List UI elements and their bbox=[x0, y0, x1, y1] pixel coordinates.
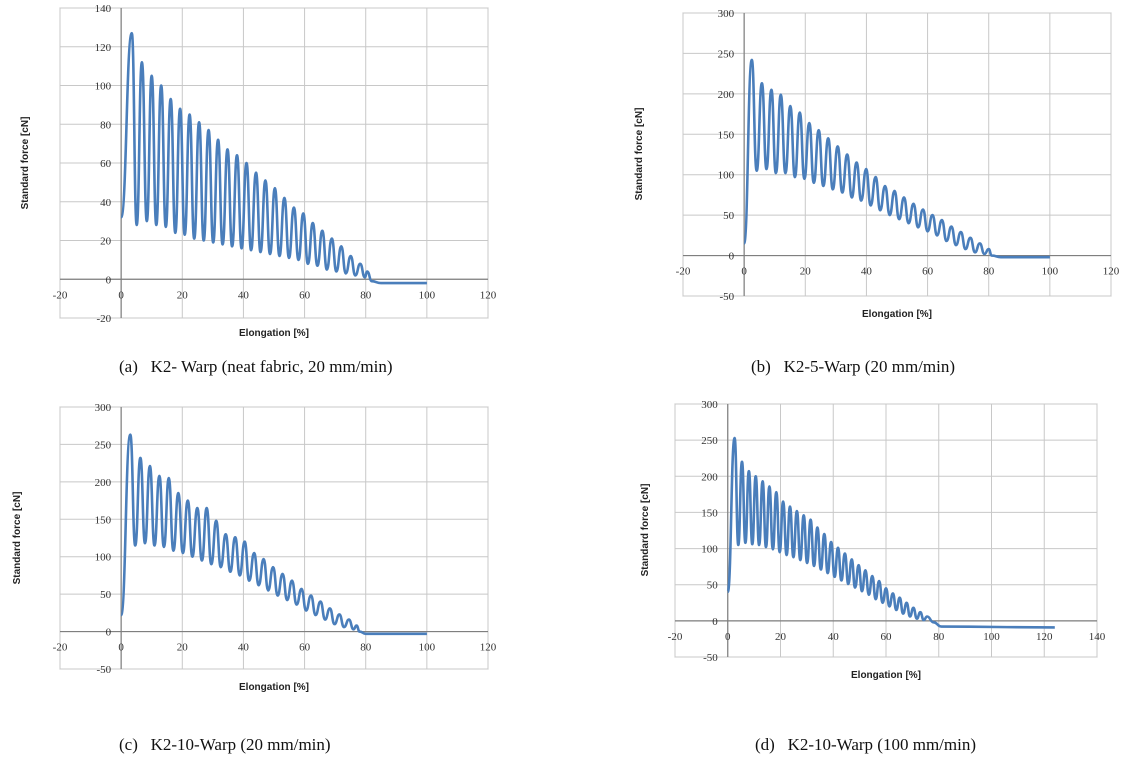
chart-d-xtick-label: 40 bbox=[828, 631, 840, 643]
chart-d-xlabel: Elongation [%] bbox=[851, 670, 921, 681]
chart-a-ylabel: Standard force [cN] bbox=[20, 117, 31, 210]
chart-b-series-line bbox=[742, 58, 1050, 259]
chart-c-xlabel: Elongation [%] bbox=[239, 682, 309, 693]
chart-a-xtick-label: 0 bbox=[118, 289, 124, 301]
chart-a-xtick-label: 100 bbox=[419, 289, 436, 301]
chart-d-ytick-label: 100 bbox=[701, 544, 718, 556]
chart-b-xlabel: Elongation [%] bbox=[862, 309, 932, 320]
chart-a-series-line bbox=[119, 31, 427, 285]
chart-c-ytick-label: 100 bbox=[95, 552, 112, 564]
chart-b-xtick-label: 20 bbox=[800, 266, 812, 278]
chart-d-xtick-label: 100 bbox=[983, 631, 1000, 643]
chart-a-ytick-label: 0 bbox=[106, 274, 112, 286]
chart-b-xtick-label: 0 bbox=[741, 266, 747, 278]
chart-b-xtick-label: 80 bbox=[983, 266, 995, 278]
chart-b-xtick-label: 100 bbox=[1042, 266, 1059, 278]
chart-b-grid bbox=[682, 12, 1112, 297]
chart-c-ytick-label: 300 bbox=[95, 402, 112, 414]
chart-b-ytick-label: 0 bbox=[729, 251, 735, 263]
chart-b-ytick-label: 100 bbox=[718, 170, 735, 182]
chart-a-ytick-label: 60 bbox=[100, 158, 112, 170]
chart-d-xtick-label: 120 bbox=[1036, 631, 1053, 643]
chart-a-ytick-label: -20 bbox=[96, 313, 111, 325]
chart-a-grid bbox=[59, 7, 489, 319]
chart-b-ytick-label: 50 bbox=[723, 210, 735, 222]
chart-d-ticks: -20 0 20 40 60 80 100 120 140 -50 0 50 100 150 200 250 3… bbox=[668, 399, 1106, 664]
chart-c-xtick-label: 60 bbox=[299, 642, 311, 654]
chart-c-xtick-label: 120 bbox=[480, 642, 497, 654]
chart-c-plot-frame bbox=[59, 406, 489, 670]
chart-a-ytick-label: 140 bbox=[95, 3, 112, 15]
chart-a-xtick-label: -20 bbox=[53, 289, 68, 301]
chart-c-ytick-label: 150 bbox=[95, 514, 112, 526]
chart-b-xtick-label: -20 bbox=[676, 266, 691, 278]
chart-b-ytick-label: 200 bbox=[718, 89, 735, 101]
chart-b-ytick-label: 150 bbox=[718, 129, 735, 141]
chart-b-ticks: -20 0 20 40 60 80 100 120 -50 0 50 100 150 200 250 300 bbox=[676, 8, 1120, 303]
chart-b-xtick-label: 40 bbox=[861, 266, 873, 278]
chart-a-xtick-label: 120 bbox=[480, 289, 497, 301]
chart-d-ytick-label: 0 bbox=[712, 616, 718, 628]
chart-c-ytick-label: 250 bbox=[95, 439, 112, 451]
chart-c-ylabel: Standard force [cN] bbox=[12, 492, 23, 585]
chart-c-xtick-label: 80 bbox=[360, 642, 372, 654]
chart-d-ytick-label: 50 bbox=[707, 580, 719, 592]
chart-b-plot-frame bbox=[682, 12, 1112, 297]
chart-a-xtick-label: 80 bbox=[360, 289, 372, 301]
chart-c-ytick-label: 200 bbox=[95, 477, 112, 489]
chart-a-xtick-label: 60 bbox=[299, 289, 311, 301]
chart-b-ytick-label: -50 bbox=[719, 291, 734, 303]
chart-a-ytick-label: 80 bbox=[100, 119, 112, 131]
chart-c-grid bbox=[59, 406, 489, 670]
chart-b-ytick-label: 250 bbox=[718, 48, 735, 60]
chart-d-xtick-label: 0 bbox=[725, 631, 731, 643]
chart-a-ytick-label: 40 bbox=[100, 197, 112, 209]
chart-a-xtick-label: 20 bbox=[177, 289, 189, 301]
chart-a-ticks: -20 0 20 40 60 80 100 120 -20 0 20 40 60 80 100 120 140 bbox=[53, 3, 497, 325]
chart-a-ytick-label: 100 bbox=[95, 81, 112, 93]
chart-d-ytick-label: -50 bbox=[703, 652, 718, 664]
caption-d: (d) K2-10-Warp (100 mm/min) bbox=[755, 735, 976, 754]
chart-d-ytick-label: 300 bbox=[701, 399, 718, 411]
chart-c-xtick-label: 100 bbox=[419, 642, 436, 654]
chart-d-ytick-label: 150 bbox=[701, 507, 718, 519]
chart-c-ytick-label: 50 bbox=[100, 589, 112, 601]
caption-a: (a) K2- Warp (neat fabric, 20 mm/min) bbox=[119, 357, 393, 376]
chart-c-xtick-label: -20 bbox=[53, 642, 68, 654]
chart-d-xtick-label: -20 bbox=[668, 631, 683, 643]
chart-d-xtick-label: 140 bbox=[1089, 631, 1106, 643]
chart-c-xtick-label: 0 bbox=[118, 642, 124, 654]
chart-a-xtick-label: 40 bbox=[238, 289, 250, 301]
chart-d-ytick-label: 250 bbox=[701, 435, 718, 447]
chart-d-xtick-label: 20 bbox=[775, 631, 787, 643]
chart-a-ytick-label: 20 bbox=[100, 236, 112, 248]
chart-a-plot-frame bbox=[59, 7, 489, 319]
chart-d-plot-frame bbox=[674, 403, 1098, 658]
chart-d-xtick-label: 80 bbox=[933, 631, 945, 643]
chart-a-ytick-label: 120 bbox=[95, 42, 112, 54]
chart-d-grid bbox=[674, 403, 1098, 658]
chart-d-ytick-label: 200 bbox=[701, 471, 718, 483]
chart-d-ylabel: Standard force [cN] bbox=[640, 484, 651, 577]
chart-a-xlabel: Elongation [%] bbox=[239, 328, 309, 339]
chart-b-ytick-label: 300 bbox=[718, 8, 735, 20]
chart-c-xtick-label: 20 bbox=[177, 642, 189, 654]
chart-d-series-line bbox=[726, 436, 1055, 629]
caption-c: (c) K2-10-Warp (20 mm/min) bbox=[119, 735, 331, 754]
chart-d-xtick-label: 60 bbox=[881, 631, 893, 643]
chart-c-series-line bbox=[119, 433, 427, 636]
caption-b: (b) K2-5-Warp (20 mm/min) bbox=[751, 357, 955, 376]
chart-c-ticks: -20 0 20 40 60 80 100 120 -50 0 50 100 150 200 250 300 bbox=[53, 402, 497, 676]
chart-c-ytick-label: -50 bbox=[96, 664, 111, 676]
chart-c-xtick-label: 40 bbox=[238, 642, 250, 654]
chart-c-ytick-label: 0 bbox=[106, 627, 112, 639]
chart-b-xtick-label: 120 bbox=[1103, 266, 1120, 278]
chart-b-xtick-label: 60 bbox=[922, 266, 934, 278]
chart-b-ylabel: Standard force [cN] bbox=[634, 108, 645, 201]
